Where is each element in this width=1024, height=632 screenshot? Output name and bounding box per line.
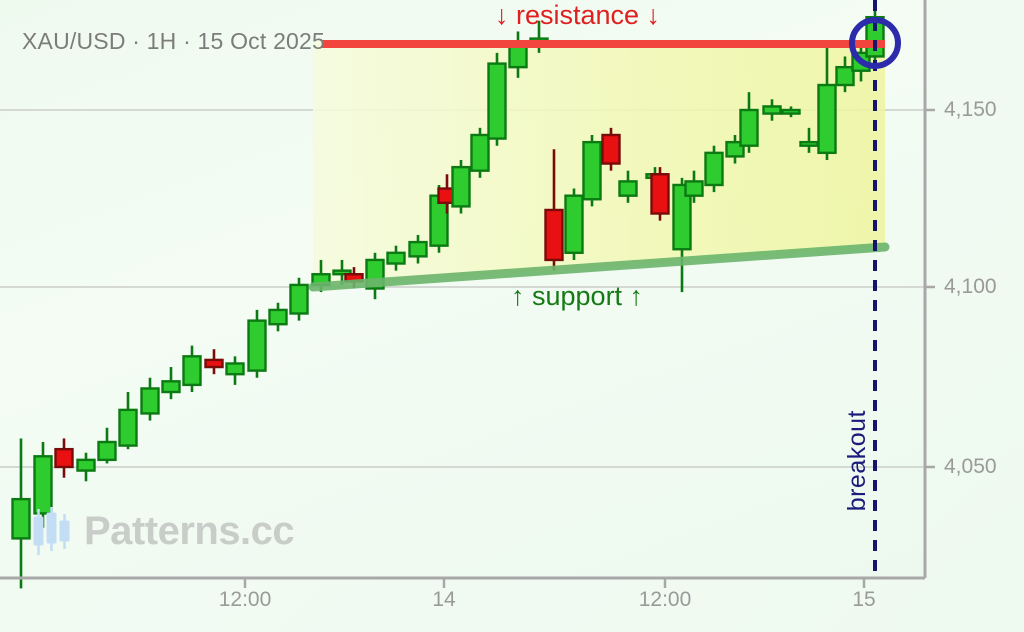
- watermark: Patterns.cc: [30, 505, 295, 557]
- candles: [11, 10, 885, 589]
- y-axis-tick-label: 4,050: [944, 455, 997, 478]
- y-axis-tick-label: 4,100: [944, 275, 997, 298]
- x-axis-tick-label: 14: [432, 588, 456, 611]
- support-trendline: [308, 242, 890, 292]
- watermark-text: Patterns.cc: [84, 508, 295, 553]
- x-axis-tick-label: 12:00: [638, 588, 692, 611]
- x-axis-tick-label: 12:00: [218, 588, 272, 611]
- y-axis-tick-label: 4,150: [944, 98, 997, 121]
- axis-tickmarks: [243, 108, 935, 588]
- support-label: ↑ support ↑: [511, 281, 644, 311]
- resistance-label: ↓ resistance ↓: [495, 0, 661, 30]
- watermark-candles-icon: [33, 507, 70, 555]
- breakout-label: breakout: [843, 410, 871, 512]
- chart-title: XAU/USD · 1H · 15 Oct 2025: [22, 28, 326, 54]
- breakout-marker-circle: [849, 17, 901, 69]
- x-axis-tick-label: 15: [852, 588, 876, 611]
